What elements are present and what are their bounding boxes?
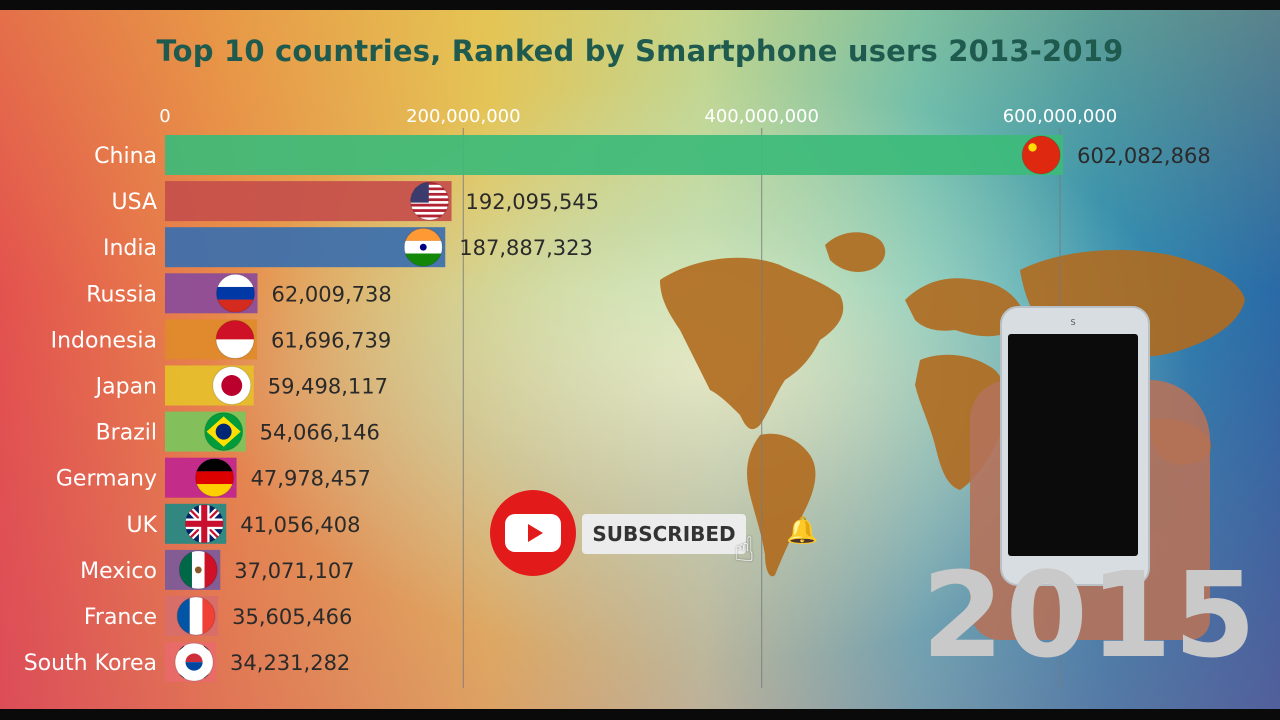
hand-pointer-icon: ☝ bbox=[734, 530, 755, 570]
category-label: Russia bbox=[86, 282, 157, 307]
value-label: 192,095,545 bbox=[466, 190, 600, 214]
value-label: 54,066,146 bbox=[260, 421, 380, 445]
letterbox-top bbox=[0, 0, 1280, 10]
france-flag-icon bbox=[176, 596, 216, 636]
bar-india bbox=[165, 227, 446, 268]
smartphone-in-hand-image: S bbox=[970, 300, 1210, 640]
usa-flag-icon bbox=[410, 181, 450, 221]
japan-flag-icon bbox=[212, 366, 252, 405]
value-label: 187,887,323 bbox=[459, 236, 593, 260]
x-tick-label: 600,000,000 bbox=[1003, 106, 1118, 127]
value-label: 59,498,117 bbox=[268, 375, 388, 399]
germany-flag-icon bbox=[195, 458, 235, 498]
china-flag-icon bbox=[1021, 135, 1061, 175]
x-tick-label: 200,000,000 bbox=[406, 106, 521, 127]
category-label: South Korea bbox=[24, 651, 157, 676]
youtube-logo-icon[interactable] bbox=[490, 490, 576, 576]
value-label: 37,071,107 bbox=[234, 559, 354, 583]
uk-flag-icon bbox=[184, 504, 224, 544]
subscribed-button[interactable]: SUBSCRIBED bbox=[582, 514, 746, 554]
category-label: France bbox=[84, 605, 157, 630]
category-label: India bbox=[103, 236, 157, 261]
category-label: China bbox=[94, 144, 157, 169]
category-label: Germany bbox=[56, 467, 157, 492]
indonesia-flag-icon bbox=[215, 319, 255, 359]
value-label: 47,978,457 bbox=[251, 467, 371, 491]
mexico-flag-icon bbox=[178, 550, 218, 590]
value-label: 61,696,739 bbox=[271, 328, 391, 352]
bell-icon[interactable]: 🔔 bbox=[786, 516, 819, 546]
value-label: 41,056,408 bbox=[240, 513, 360, 537]
india-flag-icon bbox=[403, 227, 443, 267]
value-label: 35,605,466 bbox=[232, 605, 352, 629]
value-label: 62,009,738 bbox=[271, 282, 391, 306]
category-label: UK bbox=[126, 513, 157, 538]
category-label: Brazil bbox=[96, 421, 157, 446]
category-label: Indonesia bbox=[51, 328, 157, 353]
phone-brand-mark: S bbox=[1070, 318, 1076, 327]
letterbox-bottom bbox=[0, 709, 1280, 720]
chart-title: Top 10 countries, Ranked by Smartphone u… bbox=[156, 34, 1124, 68]
bar-usa bbox=[165, 181, 452, 222]
russia-flag-icon bbox=[215, 273, 255, 313]
value-label: 34,231,282 bbox=[230, 651, 350, 675]
category-label: Mexico bbox=[80, 559, 157, 584]
bar-china bbox=[165, 135, 1064, 175]
x-tick-label: 400,000,000 bbox=[704, 106, 819, 127]
category-label: USA bbox=[111, 190, 157, 215]
year-label: 2015 bbox=[921, 546, 1258, 684]
brazil-flag-icon bbox=[204, 412, 244, 452]
south-korea-flag-icon bbox=[174, 642, 214, 682]
phone-screen bbox=[1008, 334, 1138, 556]
x-tick-label: 0 bbox=[159, 106, 170, 127]
value-label: 602,082,868 bbox=[1077, 144, 1211, 168]
category-label: Japan bbox=[94, 375, 157, 400]
